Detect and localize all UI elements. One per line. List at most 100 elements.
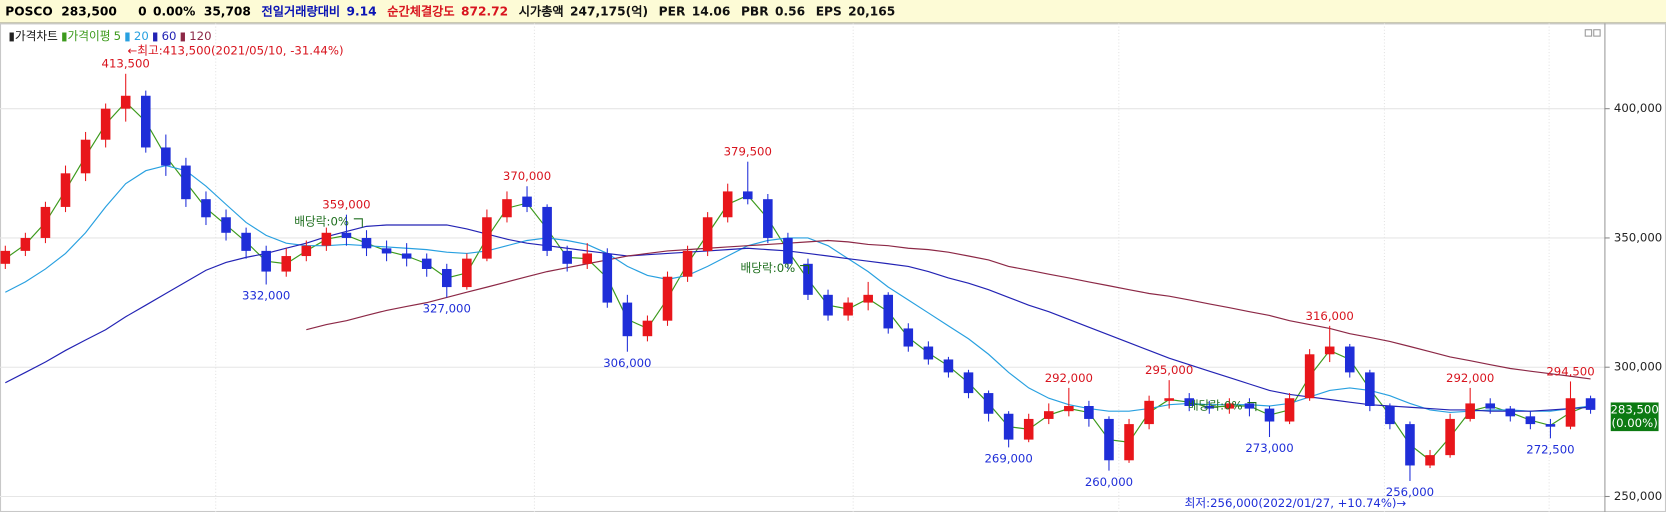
moving-average-line <box>4 101 1591 462</box>
candle-body <box>261 250 271 272</box>
info-label: EPS <box>816 4 842 18</box>
info-label: PER <box>659 4 686 18</box>
candle-body <box>1324 346 1335 355</box>
candle-body <box>642 320 653 337</box>
candle-body <box>983 393 994 414</box>
high-label: 359,000 <box>322 198 370 212</box>
info-value: 872.72 <box>461 4 508 18</box>
grid: 250,000 300,000 350,000 400,000 <box>0 23 1662 512</box>
candle-body <box>1425 455 1435 466</box>
candle-body <box>1365 372 1375 407</box>
candle-body <box>0 250 11 264</box>
candle-body <box>1405 424 1415 466</box>
dividend-bracket <box>800 265 810 275</box>
last-price-box <box>1610 402 1659 432</box>
low-label: 269,000 <box>984 452 1032 466</box>
candle-body <box>181 165 191 200</box>
panel-button[interactable] <box>1593 29 1601 37</box>
candle-body <box>903 328 914 347</box>
volume: 35,708 <box>204 4 251 18</box>
candle-body <box>763 199 773 238</box>
candle-body <box>963 372 974 394</box>
info-value: 14.06 <box>692 4 731 18</box>
candle-body <box>100 108 111 140</box>
candle-body <box>1224 403 1235 409</box>
candle-body <box>602 253 613 303</box>
low-label: 260,000 <box>1085 475 1133 489</box>
change: 0 <box>138 4 147 18</box>
candle-body <box>241 232 251 251</box>
info-bar <box>0 0 1666 23</box>
candle-body <box>482 217 492 259</box>
candle-body <box>1144 400 1154 425</box>
moving-average-line <box>306 239 1591 380</box>
last-change: (0.00%) <box>1612 416 1658 430</box>
candle-body <box>201 199 211 218</box>
candle-body <box>1385 406 1395 425</box>
candle-body <box>662 276 673 321</box>
plot: 413,500 359,000 370,000 379,500 292,000 295,0… <box>0 57 1596 499</box>
candle-body <box>722 191 733 218</box>
candle-body <box>381 248 392 254</box>
legend-label: 가격차트 <box>15 29 58 43</box>
candle-body <box>120 95 131 109</box>
candle-body <box>301 245 312 257</box>
candle-body <box>40 206 51 238</box>
legend-label: 20 <box>134 29 149 43</box>
candle-body <box>341 232 352 238</box>
last-price: 283,500 <box>1611 402 1659 416</box>
candle-body <box>1204 406 1215 409</box>
candle-body <box>1064 406 1074 412</box>
dividend-bracket <box>353 218 363 228</box>
candle-body <box>582 253 593 264</box>
candle-body <box>80 139 91 174</box>
low-label: 306,000 <box>603 356 651 370</box>
candle-body <box>421 258 432 269</box>
candle-body <box>1565 398 1576 427</box>
candle-body <box>1344 346 1355 373</box>
candle-body <box>542 206 552 251</box>
candle-body <box>1284 398 1295 422</box>
candle-body <box>803 263 813 295</box>
candle-body <box>943 359 954 373</box>
high-label: 294,500 <box>1546 364 1594 378</box>
price: 283,500 <box>61 4 117 18</box>
dividend-label: 배당락:0% <box>1188 398 1243 412</box>
candle-body <box>783 237 793 264</box>
high-label: 413,500 <box>102 57 150 71</box>
candle-body <box>1184 398 1195 407</box>
low-label: 327,000 <box>423 302 471 316</box>
candle-body <box>1084 406 1094 419</box>
legend-marker: ▮ <box>180 29 186 43</box>
candle-body <box>682 250 693 277</box>
candle-body <box>1104 418 1114 461</box>
info-label: 시가총액 <box>519 3 564 18</box>
y-tick-label: 350,000 <box>1614 230 1662 244</box>
legend: ▮가격차트 ▮가격이평 5 ▮ 20 ▮ 60 ▮ 120 <box>9 29 212 43</box>
low-label: 256,000 <box>1386 485 1434 499</box>
low-label: 273,000 <box>1245 441 1293 455</box>
legend-label: 120 <box>189 29 211 43</box>
info-label: PBR <box>741 4 769 18</box>
candle-body <box>863 294 873 303</box>
dividend-bracket <box>1247 402 1257 412</box>
candle-body <box>923 346 934 360</box>
chart-frame <box>0 23 1666 512</box>
high-label: 295,000 <box>1145 363 1193 377</box>
legend-marker: ▮ <box>61 29 67 43</box>
info-label: 순간체결강도 <box>387 3 454 18</box>
high-label: 370,000 <box>503 169 551 183</box>
candle-body <box>823 294 833 316</box>
candle-body <box>1043 411 1054 419</box>
dividend-label: 배당락:0% <box>294 215 349 229</box>
candle-body <box>502 199 512 218</box>
candle-body <box>161 147 171 166</box>
candle-body <box>441 268 452 288</box>
candle-body <box>702 217 713 251</box>
candle-body <box>562 250 572 264</box>
candle-body <box>1465 403 1475 419</box>
info-value: 20,165 <box>848 4 895 18</box>
candle-body <box>281 256 292 272</box>
panel-button[interactable] <box>1584 29 1593 37</box>
